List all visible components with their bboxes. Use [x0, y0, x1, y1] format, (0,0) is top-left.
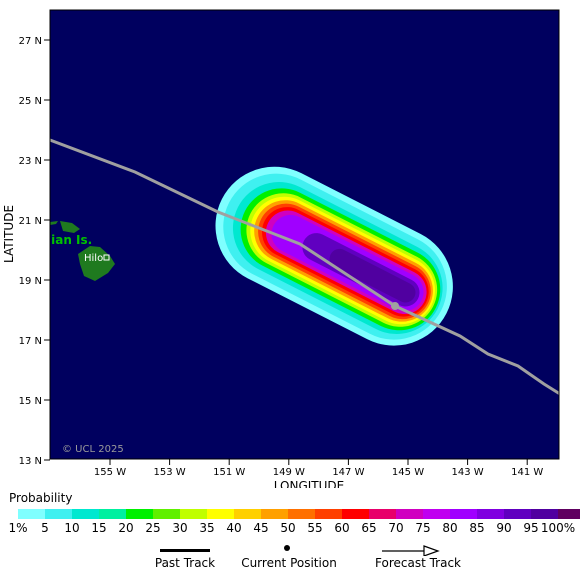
colorbar-label: 50	[280, 521, 296, 535]
colorbar-swatch	[477, 509, 504, 519]
colorbar-label: 25	[145, 521, 161, 535]
x-axis-title: LONGITUDE	[274, 479, 344, 488]
longitude-axis: 155 W 153 W 151 W 149 W 147 W 145 W 143 W 141 W	[94, 459, 543, 478]
island-name-label: iian Is.	[47, 233, 92, 247]
prob-band-95	[329, 248, 416, 303]
colorbar-label: 80	[442, 521, 458, 535]
colorbar-swatch	[261, 509, 288, 519]
colorbar-label: 55	[307, 521, 323, 535]
current-position-marker	[391, 302, 399, 310]
colorbar-swatch	[342, 509, 369, 519]
colorbar-swatch	[72, 509, 99, 519]
colorbar-label: 65	[361, 521, 377, 535]
colorbar-swatch	[504, 509, 531, 519]
latitude-axis: 27 N 25 N 23 N 21 N 19 N 17 N 15 N 13 N	[19, 36, 50, 467]
legend: Probability 1% 5 10 15 20 25 30 35 40 45 50 55 60 65 7…	[0, 488, 580, 579]
colorbar-label: 1%	[8, 521, 28, 535]
lon-tick-label: 155 W	[94, 467, 126, 478]
colorbar-swatch	[558, 509, 580, 519]
colorbar-label: 70	[388, 521, 404, 535]
past-track-key: Past Track	[150, 540, 220, 570]
colorbar-label: 30	[172, 521, 188, 535]
colorbar-label: 90	[496, 521, 512, 535]
forecast-track-arrow-icon	[382, 545, 440, 556]
lat-tick-label: 17 N	[19, 336, 42, 347]
colorbar-swatch	[207, 509, 234, 519]
colorbar-swatch	[531, 509, 558, 519]
lat-tick-label: 21 N	[19, 216, 42, 227]
forecast-track-key: Forecast Track	[368, 540, 468, 570]
colorbar-swatch	[234, 509, 261, 519]
colorbar-swatch	[369, 509, 396, 519]
lat-tick-label: 15 N	[19, 396, 42, 407]
lat-tick-label: 27 N	[19, 36, 42, 47]
lon-tick-label: 145 W	[392, 467, 424, 478]
current-position-dot-icon	[284, 545, 290, 551]
lon-tick-label: 151 W	[213, 467, 245, 478]
colorbar-swatch	[396, 509, 423, 519]
colorbar-swatch	[315, 509, 342, 519]
past-track-label: Past Track	[154, 556, 216, 570]
colorbar-label: 40	[226, 521, 242, 535]
plot-frame	[49, 9, 560, 460]
legend-title: Probability	[9, 491, 73, 505]
current-position-key: Current Position	[236, 540, 342, 570]
probability-colorbar	[18, 509, 580, 519]
colorbar-label: 35	[199, 521, 215, 535]
lon-tick-label: 147 W	[332, 467, 364, 478]
forecast-track-label: Forecast Track	[375, 556, 461, 570]
lon-tick-label: 143 W	[452, 467, 484, 478]
colorbar-label: 45	[253, 521, 269, 535]
colorbar-label: 100%	[540, 521, 576, 535]
colorbar-swatch	[423, 509, 450, 519]
colorbar-label: 10	[64, 521, 80, 535]
lat-tick-label: 23 N	[19, 156, 42, 167]
lon-tick-label: 149 W	[273, 467, 305, 478]
lon-tick-label: 141 W	[511, 467, 543, 478]
city-label: Hilo	[84, 253, 103, 264]
colorbar-swatch	[45, 509, 72, 519]
colorbar-swatch	[450, 509, 477, 519]
track-line	[50, 138, 559, 396]
colorbar-label: 95	[523, 521, 539, 535]
colorbar-swatch	[288, 509, 315, 519]
lat-tick-label: 25 N	[19, 96, 42, 107]
lat-tick-label: 13 N	[19, 456, 42, 467]
current-position-label: Current Position	[241, 556, 337, 570]
colorbar-swatch	[180, 509, 207, 519]
colorbar-label: 60	[334, 521, 350, 535]
colorbar-labels: 1% 5 10 15 20 25 30 35 40 45 50 55 60 65 70 75 80 85 90 95 1…	[0, 521, 580, 535]
probability-swath	[215, 166, 453, 346]
past-track-line-icon	[160, 549, 210, 552]
island-molokai	[50, 221, 58, 225]
island-maui	[60, 221, 80, 233]
colorbar-swatch	[153, 509, 180, 519]
y-axis-title: LATITUDE	[2, 205, 16, 263]
colorbar-label: 85	[469, 521, 485, 535]
colorbar-swatch	[99, 509, 126, 519]
lon-tick-label: 153 W	[154, 467, 186, 478]
colorbar-swatch	[126, 509, 153, 519]
copyright-label: © UCL 2025	[62, 444, 124, 455]
colorbar-label: 5	[41, 521, 49, 535]
probability-map: iian Is. Hilo © UCL 2025 27 N 25 N 23 N 21 …	[2, 9, 560, 488]
lat-tick-label: 19 N	[19, 276, 42, 287]
colorbar-label: 20	[118, 521, 134, 535]
colorbar-label: 15	[91, 521, 107, 535]
colorbar-swatch	[18, 509, 45, 519]
colorbar-label: 75	[415, 521, 431, 535]
city-marker	[103, 254, 110, 261]
